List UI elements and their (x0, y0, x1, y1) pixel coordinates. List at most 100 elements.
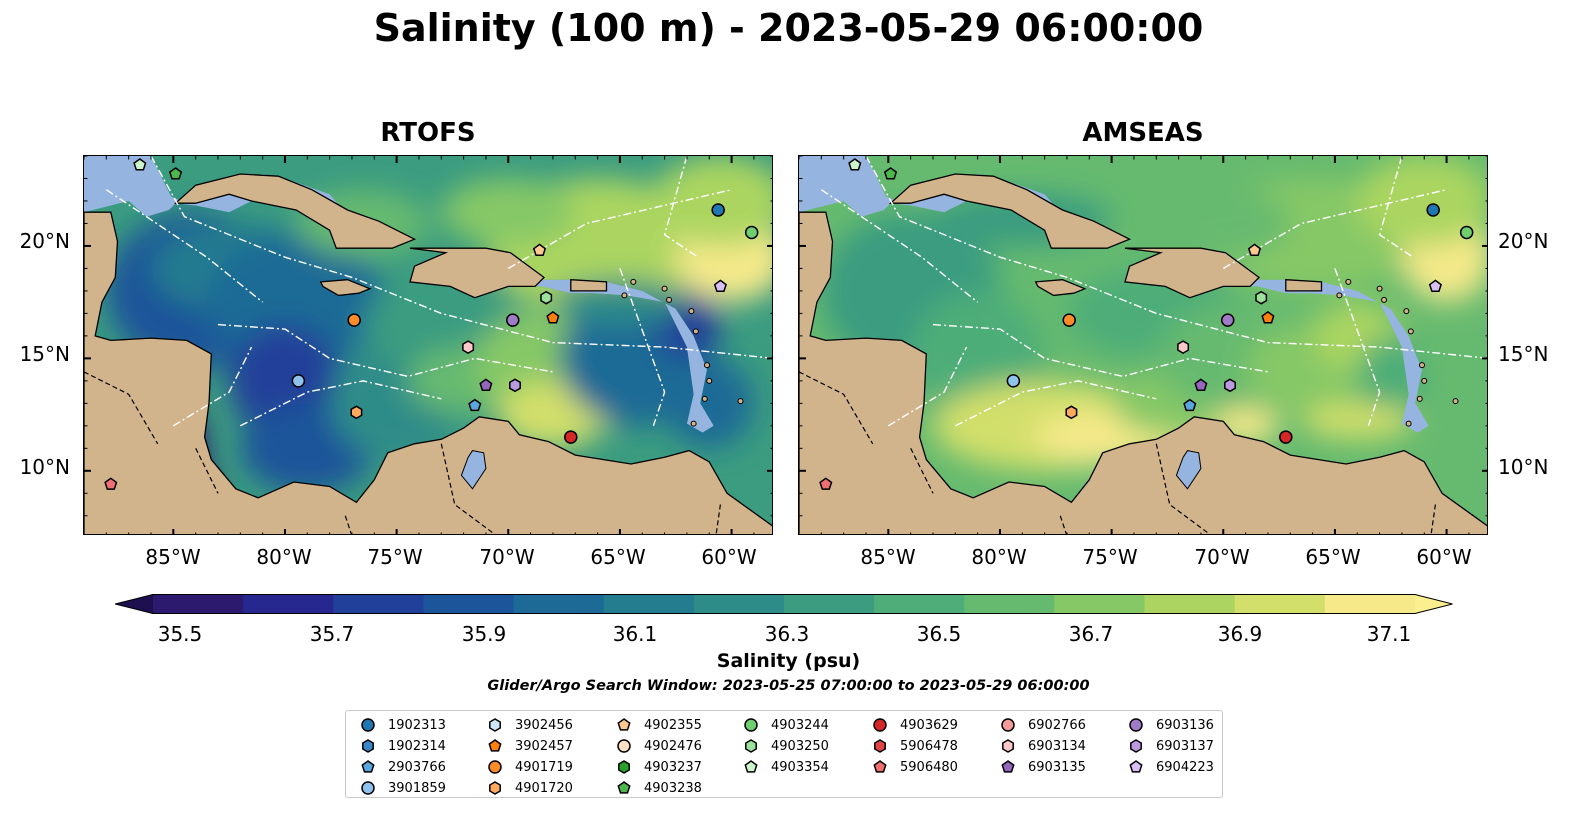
colorbar-label: Salinity (psu) (716, 650, 861, 672)
cuba (173, 173, 417, 249)
legend-marker-4901719[interactable] (488, 760, 502, 774)
float-marker-4903250[interactable] (1255, 290, 1268, 305)
float-marker-3901859[interactable] (1006, 374, 1021, 388)
legend-marker-4902355[interactable] (617, 718, 631, 731)
legend-item: 4903354 (743, 757, 829, 777)
legend-marker-6904223[interactable] (1129, 760, 1143, 773)
legend-marker-6903134[interactable] (1002, 739, 1014, 753)
mainland (84, 211, 772, 534)
colorbar-extend-high (1415, 594, 1453, 614)
colorbar-segment (1054, 594, 1146, 614)
legend-marker-4903250[interactable] (745, 739, 757, 753)
legend-marker-2903766[interactable] (361, 760, 375, 773)
legend-marker-3902456[interactable] (489, 718, 501, 732)
float-marker-5906480[interactable] (819, 477, 833, 490)
eez-boundary (1334, 268, 1381, 427)
legend-label: 4901720 (515, 780, 573, 796)
float-marker-4903629[interactable] (564, 430, 578, 444)
float-marker-2903766[interactable] (468, 398, 482, 412)
legend-marker-6903136[interactable] (1129, 718, 1143, 732)
legend-marker-4901720[interactable] (489, 781, 501, 795)
lat-label-10n: 10°N (19, 455, 70, 479)
float-marker-4902355[interactable] (532, 243, 547, 257)
float-marker-3902457[interactable] (1261, 310, 1275, 324)
figure-title: Salinity (100 m) - 2023-05-29 06:00:00 (373, 6, 1204, 50)
float-marker-6903137[interactable] (509, 378, 521, 393)
legend-label: 6904223 (1156, 759, 1214, 775)
panel-title-rtofs: RTOFS (380, 118, 476, 148)
colorbar-tick: 36.1 (612, 622, 658, 646)
legend-marker-1902314[interactable] (362, 739, 374, 753)
legend-item: 1902314 (360, 736, 446, 756)
legend-label: 6903134 (1028, 738, 1086, 754)
lon-label-65w: 65°W (1305, 545, 1361, 569)
float-marker-4903244[interactable] (744, 225, 759, 240)
float-marker-6903137[interactable] (1224, 378, 1236, 393)
float-marker-6903136[interactable] (1220, 313, 1235, 327)
eez-boundary (887, 346, 968, 427)
legend-item: 4903238 (616, 778, 702, 798)
float-marker-4903354[interactable] (848, 158, 862, 171)
float-marker-4903244[interactable] (1459, 225, 1474, 240)
float-marker-4901719[interactable] (1062, 313, 1076, 327)
legend-marker-4903244[interactable] (744, 718, 758, 732)
legend-marker-3901859[interactable] (361, 781, 375, 795)
legend-label: 5906478 (900, 738, 958, 754)
float-marker-4902355[interactable] (1247, 243, 1262, 257)
jamaica (1034, 279, 1087, 297)
float-marker-6904223[interactable] (713, 279, 727, 293)
legend-marker-5906478[interactable] (874, 739, 886, 753)
amseas-salinity-map[interactable] (798, 155, 1488, 535)
legend-marker-5906480[interactable] (873, 760, 887, 773)
float-marker-6903134[interactable] (1177, 340, 1190, 354)
legend-marker-3902457[interactable] (488, 739, 502, 752)
float-marker-6903135[interactable] (1194, 378, 1208, 391)
float-legend: 1902313 1902314 2903766 3901859 3902456 39024… (345, 710, 1223, 798)
legend-marker-4903237[interactable] (618, 760, 630, 774)
legend-label: 4902355 (644, 717, 702, 733)
lake-maracaibo (1175, 450, 1202, 490)
lon-label-75w: 75°W (367, 545, 423, 569)
float-marker-4901720[interactable] (1065, 405, 1078, 420)
legend-marker-4903238[interactable] (617, 781, 631, 794)
lat-label-15n: 15°N (19, 342, 70, 366)
legend-item: 6903136 (1128, 715, 1214, 735)
float-marker-4903629[interactable] (1279, 430, 1293, 444)
legend-label: 3901859 (388, 780, 446, 796)
colorbar-segment (513, 594, 605, 614)
float-marker-3901859[interactable] (291, 374, 306, 388)
float-marker-4903238[interactable] (883, 167, 898, 180)
legend-marker-4903629[interactable] (873, 718, 887, 732)
lon-label-60w: 60°W (1416, 545, 1472, 569)
float-marker-6903135[interactable] (479, 378, 493, 391)
legend-label: 6903135 (1028, 759, 1086, 775)
legend-marker-4903354[interactable] (744, 760, 758, 773)
lon-label-80w: 80°W (971, 545, 1027, 569)
rtofs-salinity-map[interactable] (83, 155, 773, 535)
float-marker-2903766[interactable] (1183, 398, 1197, 412)
legend-label: 4903238 (644, 780, 702, 796)
float-marker-3902457[interactable] (546, 310, 560, 324)
legend-label: 4903244 (771, 717, 829, 733)
float-marker-4901719[interactable] (347, 313, 361, 327)
float-marker-1902313[interactable] (711, 203, 725, 217)
float-marker-5906480[interactable] (104, 477, 118, 490)
float-marker-6903134[interactable] (462, 340, 475, 354)
float-marker-6903136[interactable] (505, 313, 520, 327)
eez-boundary (865, 156, 1487, 359)
float-marker-4903238[interactable] (168, 167, 183, 180)
legend-marker-6903135[interactable] (1001, 760, 1015, 773)
float-marker-1902313[interactable] (1426, 203, 1440, 217)
legend-marker-1902313[interactable] (361, 718, 375, 732)
legend-marker-6903137[interactable] (1130, 739, 1142, 753)
float-marker-6904223[interactable] (1428, 279, 1442, 293)
float-marker-4903250[interactable] (540, 290, 553, 305)
float-marker-4901720[interactable] (350, 405, 363, 420)
lake-maracaibo (460, 450, 487, 490)
legend-marker-4902476[interactable] (617, 739, 631, 753)
legend-item: 1902313 (360, 715, 446, 735)
legend-label: 4901719 (515, 759, 573, 775)
legend-marker-6902766[interactable] (1001, 718, 1015, 732)
float-marker-4903354[interactable] (133, 158, 147, 171)
hispaniola (1124, 247, 1260, 299)
